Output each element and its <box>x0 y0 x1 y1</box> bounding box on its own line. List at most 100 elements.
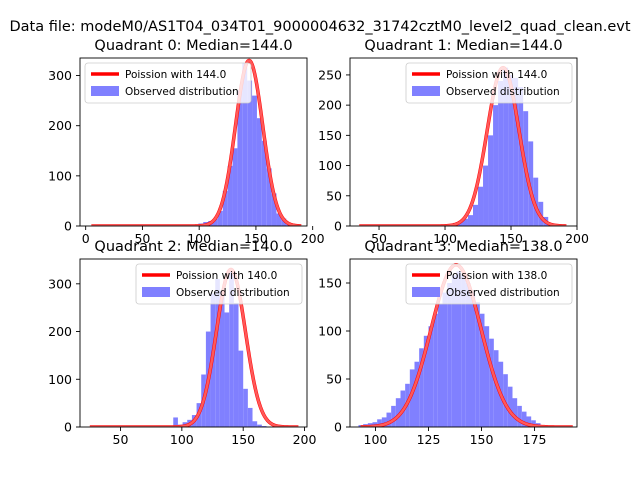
legend-poisson-label: Poission with 140.0 <box>176 270 277 282</box>
legend-poisson-label: Poission with 144.0 <box>125 69 226 81</box>
histogram-bar <box>475 302 480 427</box>
legend-poisson-label: Poission with 138.0 <box>446 270 547 282</box>
histogram-bar <box>508 74 514 226</box>
axes-frame <box>79 258 308 428</box>
histogram-bar <box>281 218 287 226</box>
y-tick-label: 150 <box>318 276 342 291</box>
x-tick-label: 150 <box>231 432 255 447</box>
plot-area <box>88 267 300 427</box>
plot-area <box>358 263 574 427</box>
histogram-bar <box>447 283 452 427</box>
quadrant-0-panel: 0 50 100 150 200 0 100 200 300 Poission with 144.… <box>48 38 325 246</box>
panel-title: Quadrant 3: Median=138.0 <box>364 239 562 255</box>
legend: Poission with 144.0 Observed distribution <box>405 62 573 104</box>
legend-observed-swatch <box>91 86 119 96</box>
histogram-bar <box>215 279 220 427</box>
histogram-bar <box>428 326 434 427</box>
histogram-bar <box>173 417 178 427</box>
x-tick-label: 175 <box>523 432 547 447</box>
histogram-bar <box>381 417 387 427</box>
axes-frame <box>349 258 578 428</box>
histogram-bar <box>478 186 484 226</box>
legend-observed-label: Observed distribution <box>446 86 560 98</box>
panel-title: Quadrant 2: Median=140.0 <box>94 239 292 255</box>
x-tick-label: 50 <box>134 231 150 246</box>
histogram-bar <box>507 386 513 427</box>
histogram-bar <box>233 302 239 427</box>
legend-box <box>84 62 252 104</box>
histogram-bar <box>224 312 230 427</box>
x-tick-label: 150 <box>244 231 268 246</box>
x-tick-label: 200 <box>565 231 589 246</box>
x-tick-label: 0 <box>82 231 90 246</box>
x-tick-label: 100 <box>364 432 388 447</box>
histogram-bar <box>489 338 494 427</box>
histogram-bar <box>513 77 519 226</box>
histogram-bar <box>213 218 218 226</box>
legend-observed-label: Observed distribution <box>125 86 239 98</box>
histogram-bar <box>467 215 474 226</box>
x-tick-label: 125 <box>417 432 441 447</box>
histogram-bar <box>414 361 420 427</box>
y-tick-label: 300 <box>48 68 72 83</box>
histogram-bar <box>470 292 476 427</box>
histogram-bar <box>437 304 443 427</box>
x-tick-label: 150 <box>499 231 523 246</box>
histogram-bar <box>517 405 522 427</box>
histogram-bar <box>232 148 238 226</box>
histogram-bar <box>456 271 462 427</box>
histogram-bar <box>479 313 485 427</box>
histogram-bar <box>528 141 534 226</box>
quadrant-1-panel: 50 100 150 200 0 50 100 150 200 250 Poission with … <box>318 38 589 246</box>
histogram-bar <box>217 210 223 226</box>
x-tick-label: 100 <box>187 231 211 246</box>
histogram-bar <box>461 275 466 427</box>
histogram-bar <box>409 369 415 427</box>
histogram-bar <box>242 63 248 226</box>
legend: Poission with 144.0 Observed distribution <box>84 62 252 104</box>
legend-observed-swatch <box>142 287 170 297</box>
histogram-bar <box>229 271 234 427</box>
histogram-bar <box>521 411 527 427</box>
histogram-bar <box>442 292 448 427</box>
histogram-bar <box>219 290 225 427</box>
histogram-bar <box>512 398 518 427</box>
histogram-bar <box>257 424 262 427</box>
quadrant-2-panel: 50 100 150 200 0 100 200 300 Poission with 140.0… <box>48 239 316 447</box>
y-tick-label: 100 <box>318 158 342 173</box>
y-tick-label: 0 <box>64 219 72 234</box>
histogram-bar <box>462 218 468 226</box>
legend-poisson-label: Poission with 144.0 <box>446 69 547 81</box>
poisson-curve-overlap <box>89 268 299 427</box>
histogram-bar <box>247 407 253 427</box>
histogram-bar <box>252 421 258 427</box>
legend-box <box>405 62 573 104</box>
histogram-bar <box>391 405 396 427</box>
y-tick-label: 0 <box>334 420 342 435</box>
legend: Poission with 140.0 Observed distribution <box>135 263 303 305</box>
axes-frame <box>79 57 308 227</box>
legend: Poission with 138.0 Observed distribution <box>405 263 573 305</box>
histogram-bar <box>227 165 233 226</box>
axes-frame <box>349 57 578 227</box>
histogram-bar <box>419 348 424 427</box>
histogram-bar <box>483 165 489 226</box>
histogram-bar <box>518 87 524 226</box>
histogram-bar <box>222 190 228 226</box>
histogram-bar <box>484 326 490 427</box>
panel-title: Quadrant 0: Median=144.0 <box>94 38 292 54</box>
figure-title: Data file: modeM0/AS1T04_034T01_90000046… <box>9 19 631 35</box>
y-tick-label: 100 <box>318 324 342 339</box>
poisson-curve <box>358 65 568 226</box>
quadrant-3-panel: 100 125 150 175 0 50 100 150 Poission with 138.0… <box>318 239 578 447</box>
legend-observed-label: Observed distribution <box>176 287 290 299</box>
panel-title: Quadrant 1: Median=144.0 <box>364 38 562 54</box>
histogram-bar <box>261 140 267 226</box>
legend-box <box>405 263 573 305</box>
histogram-bar <box>252 95 257 226</box>
histogram-bar <box>276 213 282 226</box>
histogram-bar <box>377 419 382 427</box>
histogram-bar <box>271 193 277 226</box>
histogram-bar <box>533 177 539 226</box>
